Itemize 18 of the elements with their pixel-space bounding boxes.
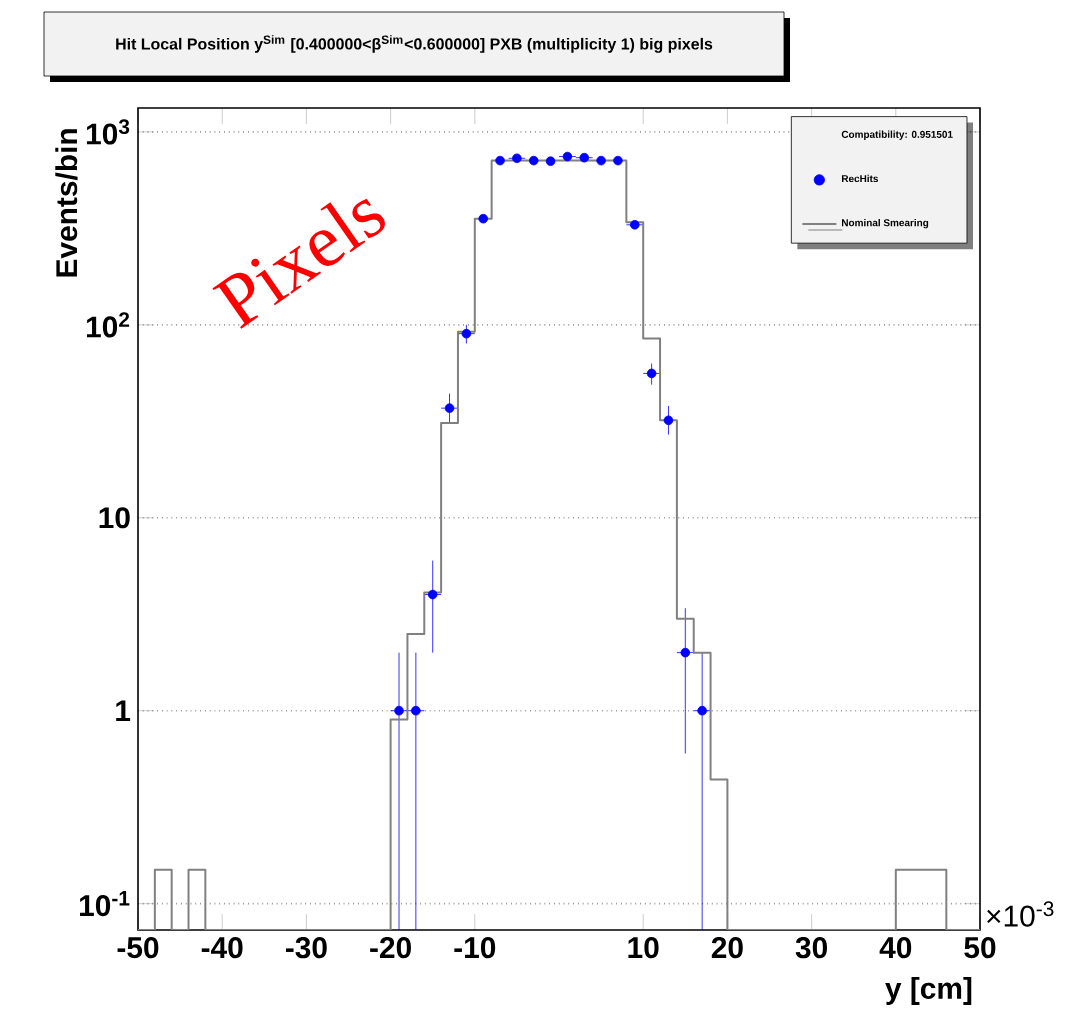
y-tick-label: 10$^{3}$ (86, 119, 130, 145)
y-tick-label: 10$^{-1}$ (79, 891, 130, 917)
x-tick-label: 10 (628, 937, 659, 959)
x-tick-label: -10 (454, 937, 496, 959)
x-tick-label: -20 (370, 937, 411, 959)
y-tick-label: 10$^{2}$ (86, 312, 130, 338)
x-tick-label: -40 (201, 937, 243, 959)
y-axis-title: Events/bin (55, 129, 78, 277)
x-tick-label: 30 (795, 937, 827, 959)
x-tick-label: 50 (964, 937, 996, 959)
text: ×10$^{-3}$ (987, 901, 1054, 927)
x-tick-label: 20 (711, 937, 743, 959)
x-tick-label: -30 (285, 937, 327, 959)
y-tick-label: 1 (116, 700, 131, 721)
x-tick-label: -50 (117, 937, 159, 959)
x-tick-label: 40 (879, 937, 912, 959)
x-axis-title: y [cm] (885, 977, 972, 1005)
y-tick-label: 10 (99, 507, 130, 529)
